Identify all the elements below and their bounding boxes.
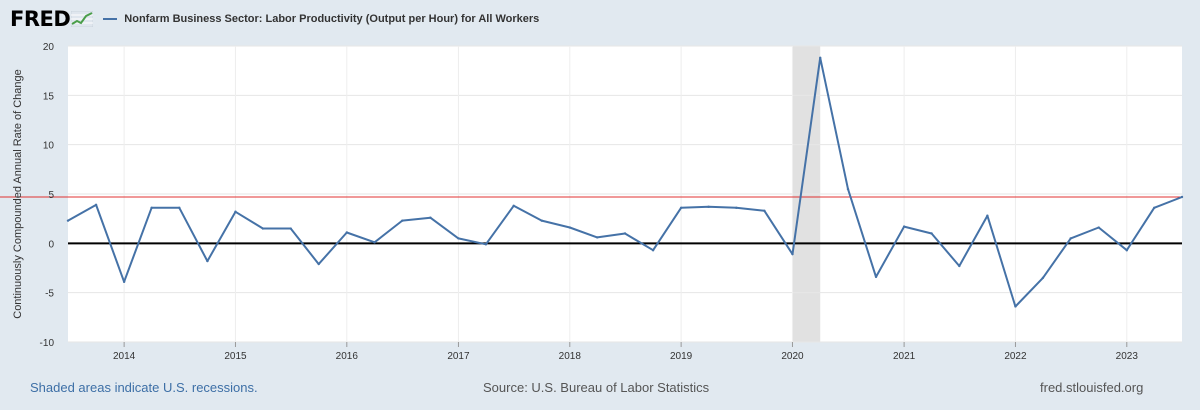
y-tick-label: 10 [43, 141, 55, 152]
data-point [986, 214, 989, 217]
data-point [596, 236, 599, 239]
data-point [178, 206, 181, 210]
data-point [66, 219, 70, 222]
data-point [540, 219, 543, 222]
x-tick-label: 2018 [559, 351, 582, 362]
x-tick-label: 2022 [1004, 351, 1027, 362]
data-point [261, 227, 265, 230]
data-point [958, 264, 961, 268]
data-point [1180, 195, 1184, 199]
data-point [1041, 276, 1045, 280]
data-point [234, 210, 237, 213]
series-group [66, 56, 1184, 308]
data-point [902, 225, 906, 228]
data-point [707, 205, 710, 209]
data-point [930, 232, 933, 235]
data-point [846, 187, 850, 191]
x-tick-label: 2021 [893, 351, 916, 362]
data-point [1069, 237, 1072, 240]
data-point [819, 56, 822, 60]
x-tick-label: 2014 [113, 351, 136, 362]
data-point [457, 237, 460, 240]
x-tick-label: 2020 [781, 351, 804, 362]
data-point [373, 241, 376, 244]
data-point [512, 204, 515, 208]
legend-series-label: Nonfarm Business Sector: Labor Productiv… [124, 13, 540, 25]
data-point [623, 232, 627, 235]
x-tick-label: 2023 [1116, 351, 1139, 362]
data-point [874, 275, 878, 279]
chart-header: FRED Nonfarm Business Sector: Labor Prod… [10, 6, 539, 32]
fred-logo-chart-icon [71, 11, 94, 27]
y-tick-label: 0 [48, 239, 54, 250]
x-axis-ticks: 2014 2015 2016 2017 2018 2019 2020 2021 2022 2023 [113, 342, 1138, 362]
data-point [1014, 305, 1017, 308]
y-tick-label: 15 [43, 91, 55, 102]
data-point [122, 280, 126, 284]
data-point [401, 219, 404, 222]
gridlines [68, 45, 1182, 343]
data-point [763, 209, 766, 212]
y-axis-ticks: -10 -5 0 5 10 15 20 [40, 42, 55, 349]
fred-logo-text: FRED [10, 7, 71, 31]
x-tick-label: 2016 [336, 351, 359, 362]
data-point [94, 203, 98, 207]
data-point [735, 206, 738, 210]
data-point [345, 231, 349, 234]
data-point [1153, 206, 1156, 210]
y-tick-label: 5 [48, 190, 54, 201]
data-point [1097, 226, 1100, 229]
y-axis-label: Continuously Compounded Annual Rate of C… [12, 69, 24, 319]
data-point [317, 262, 320, 266]
y-tick-label: -10 [40, 338, 55, 349]
data-point [568, 226, 571, 229]
x-tick-label: 2019 [670, 351, 693, 362]
data-point [679, 206, 683, 210]
data-point [206, 259, 209, 263]
x-tick-label: 2015 [224, 351, 247, 362]
fred-logo[interactable]: FRED [10, 7, 94, 31]
legend-series-swatch [103, 18, 118, 20]
y-tick-label: 20 [43, 42, 55, 53]
data-point [150, 206, 153, 210]
chart-legend[interactable]: Nonfarm Business Sector: Labor Productiv… [103, 13, 539, 25]
site-link[interactable]: fred.stlouisfed.org [1040, 380, 1144, 395]
data-point [484, 243, 488, 246]
data-point [429, 216, 432, 219]
data-point [651, 249, 655, 252]
data-point [791, 252, 794, 256]
recession-note: Shaded areas indicate U.S. recessions. [30, 380, 258, 395]
y-tick-label: -5 [45, 289, 54, 300]
source-text: Source: U.S. Bureau of Labor Statistics [483, 380, 710, 395]
data-point [289, 227, 292, 230]
x-tick-label: 2017 [447, 351, 470, 362]
data-point [1125, 249, 1128, 252]
